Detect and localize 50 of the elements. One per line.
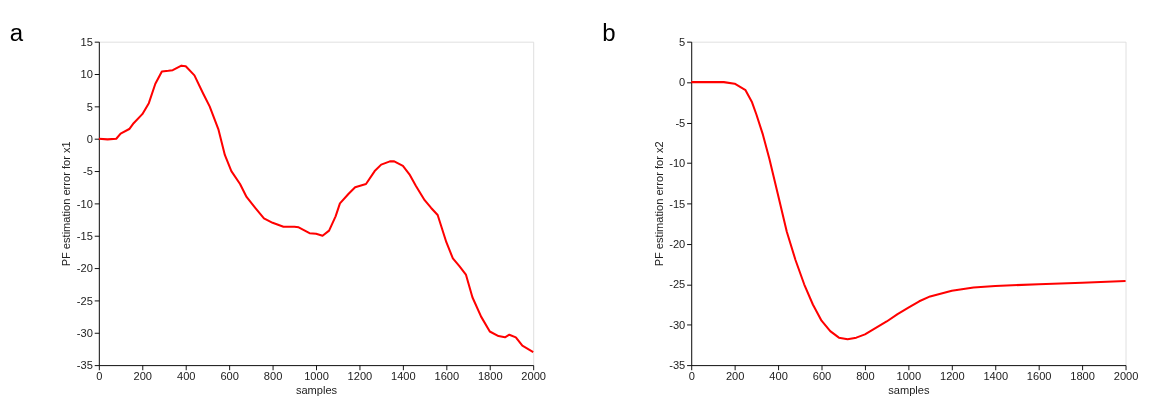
y-tick-label: 15	[80, 35, 93, 48]
x-axis-title: samples	[888, 384, 930, 397]
y-tick-label: -5	[675, 116, 686, 129]
chart-title: b	[602, 18, 616, 46]
x-tick-label: 1400	[391, 370, 416, 383]
x-tick-label: 200	[725, 370, 745, 383]
y-tick-label: -25	[669, 278, 686, 291]
x-tick-label: 1800	[1070, 370, 1095, 383]
y-axis-title: PF estimation error for x1	[60, 141, 73, 267]
line-series	[97, 64, 535, 354]
x-tick-label: 1600	[1026, 370, 1052, 383]
chart-title: a	[9, 18, 24, 46]
y-tick-label: -15	[669, 197, 686, 210]
y-tick-label: -35	[669, 359, 686, 372]
x-tick-label: 400	[176, 370, 196, 383]
y-tick-label: -20	[76, 262, 93, 275]
x-tick-label: 2000	[1113, 370, 1139, 383]
x-tick-label: 1600	[434, 370, 460, 383]
x-tick-label: 800	[856, 370, 875, 383]
x-tick-label: 1800	[477, 370, 503, 383]
x-tick-label: 1200	[347, 370, 373, 383]
y-tick-label: 10	[80, 68, 93, 81]
x-tick-label: 1400	[983, 370, 1009, 383]
x-tick-label: 2000	[521, 370, 547, 383]
x-axis-title: samples	[295, 384, 338, 397]
x-tick-label: 1000	[896, 370, 922, 383]
x-tick-label: 400	[769, 370, 788, 383]
y-tick-label: 0	[86, 132, 93, 145]
y-tick-label: -15	[76, 229, 93, 242]
x-tick-label: 600	[812, 370, 832, 383]
y-tick-label: -25	[76, 294, 93, 307]
y-tick-label: 5	[86, 100, 93, 113]
y-tick-label: -30	[76, 326, 93, 339]
y-tick-label: -5	[83, 165, 93, 178]
x-tick-label: 0	[688, 370, 695, 383]
y-tick-label: -30	[669, 318, 686, 331]
x-tick-label: 1000	[304, 370, 329, 383]
y-tick-label: -10	[669, 157, 686, 170]
line-series	[690, 81, 1127, 341]
y-axis-title: PF estimation error for x2	[652, 141, 665, 267]
y-tick-label: -10	[76, 197, 93, 210]
x-tick-label: 800	[263, 370, 283, 383]
y-tick-label: -35	[76, 359, 93, 372]
y-tick-label: 5	[679, 35, 686, 48]
y-tick-label: -20	[669, 238, 686, 251]
x-tick-label: 1200	[939, 370, 965, 383]
y-tick-label: 0	[679, 76, 686, 89]
x-tick-label: 200	[133, 370, 153, 383]
x-tick-label: 600	[220, 370, 239, 383]
x-tick-label: 0	[96, 370, 103, 383]
